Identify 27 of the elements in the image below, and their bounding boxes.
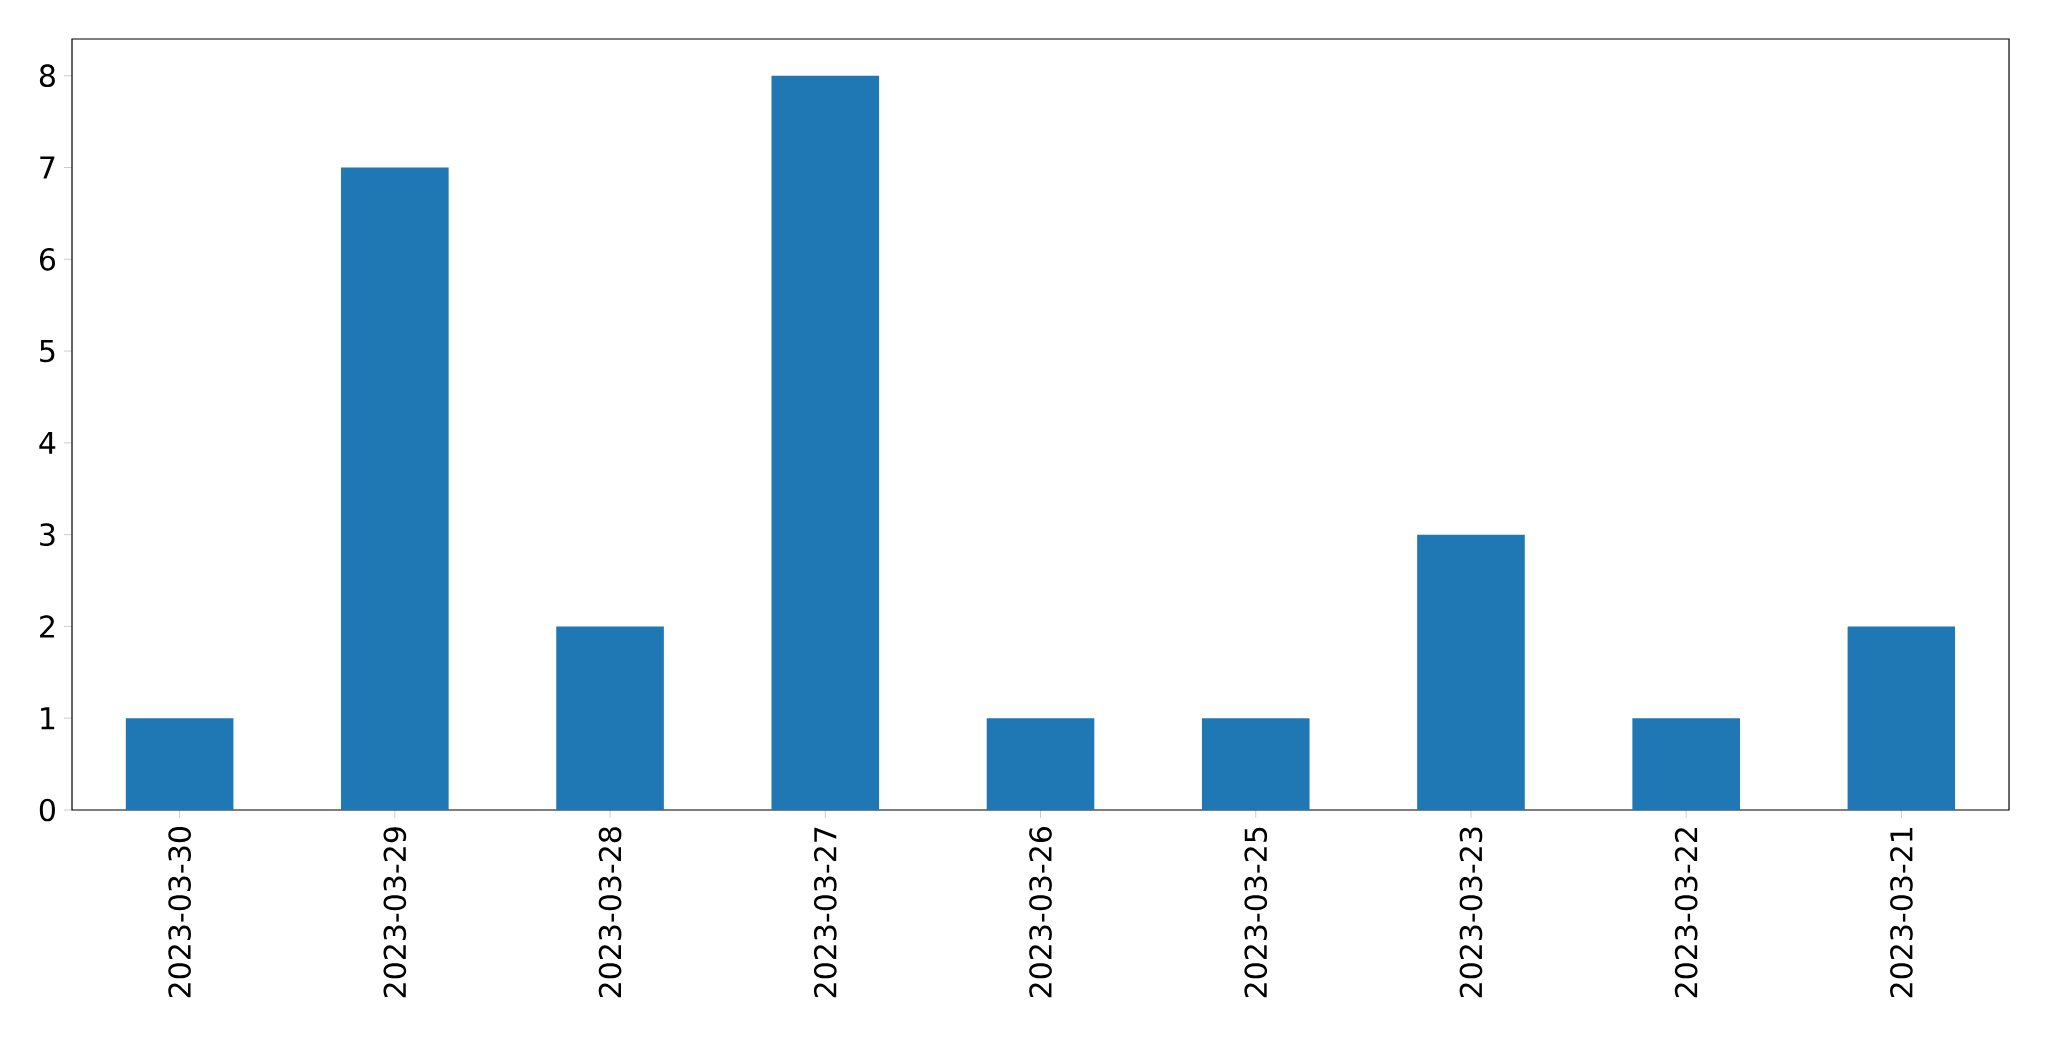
x-tick-label: 2023-03-23 [1459,827,1483,998]
y-tick-label: 3 [40,523,55,546]
x-tick-label: 2023-03-27 [813,827,837,998]
y-tick-label: 2 [40,615,54,638]
bar [1632,718,1740,810]
bar [1417,534,1525,810]
bar [556,626,664,810]
x-tick-label: 2023-03-28 [598,827,622,998]
bar [771,75,880,810]
y-tick-label: 8 [39,64,55,88]
x-tick-label: 2023-03-25 [1244,827,1268,998]
bar [986,718,1095,810]
bar [1201,718,1310,810]
bar [125,718,234,810]
y-tick-label: 4 [39,431,56,454]
y-tick-label: 5 [40,339,55,363]
x-tick-label: 2023-03-30 [168,827,191,998]
y-tick-label: 7 [40,156,55,179]
y-tick-label: 6 [39,247,56,271]
y-tick-label: 0 [39,798,55,822]
bar [1847,626,1956,810]
bar [341,167,449,810]
x-tick-label: 2023-03-29 [383,827,407,998]
x-tick-label: 2023-03-26 [1029,827,1052,998]
x-tick-label: 2023-03-21 [1890,827,1913,998]
x-tick-label: 2023-03-22 [1674,828,1698,998]
y-tick-label: 1 [41,707,55,730]
